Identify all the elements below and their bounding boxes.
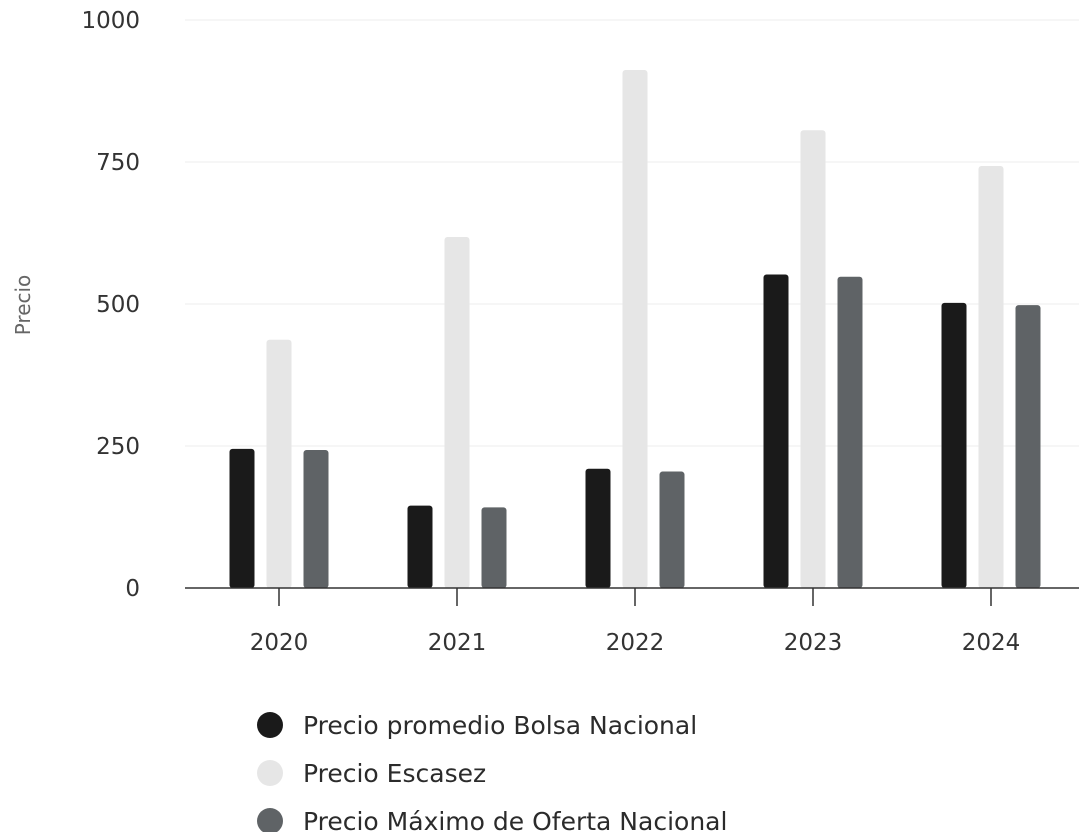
bars [229,69,1041,588]
axes: 0 250 500 750 1000 2020 2021 2022 2023 2024 [81,8,1079,656]
legend-label: Precio promedio Bolsa Nacional [303,711,697,740]
x-tick-label: 2020 [250,630,309,656]
bar-2021-1 [444,236,470,588]
bar-2024-2 [1015,305,1041,588]
bar-2020-1 [266,339,292,588]
legend-marker [257,760,283,786]
bar-2021-2 [481,507,507,588]
legend-label: Precio Escasez [303,759,486,788]
legend: Precio promedio Bolsa Nacional Precio Esc… [257,711,727,836]
y-tick-label: 250 [96,434,140,460]
bar-2021-0 [407,505,433,588]
bar-2023-2 [837,276,863,588]
x-tick-label: 2023 [784,630,843,656]
bar-2024-1 [978,165,1004,588]
bar-2023-0 [763,274,789,588]
y-tick-label: 1000 [81,8,140,34]
y-tick-label: 750 [96,150,140,176]
y-axis-title: Precio [11,275,35,336]
legend-marker [257,808,283,834]
bar-2023-1 [800,130,826,588]
x-tick-label: 2024 [962,630,1021,656]
bar-2022-0 [585,468,611,588]
y-tick-label: 0 [125,576,140,602]
y-tick-label: 500 [96,292,140,318]
bar-2020-2 [303,449,329,588]
x-tick-label: 2022 [606,630,665,656]
x-tick-label: 2021 [428,630,487,656]
legend-label: Precio Máximo de Oferta Nacional [303,807,727,832]
bar-2024-0 [941,302,967,588]
bar-2020-0 [229,448,255,588]
bar-2022-2 [659,471,685,588]
legend-marker [257,712,283,738]
bar-2022-1 [622,69,648,588]
